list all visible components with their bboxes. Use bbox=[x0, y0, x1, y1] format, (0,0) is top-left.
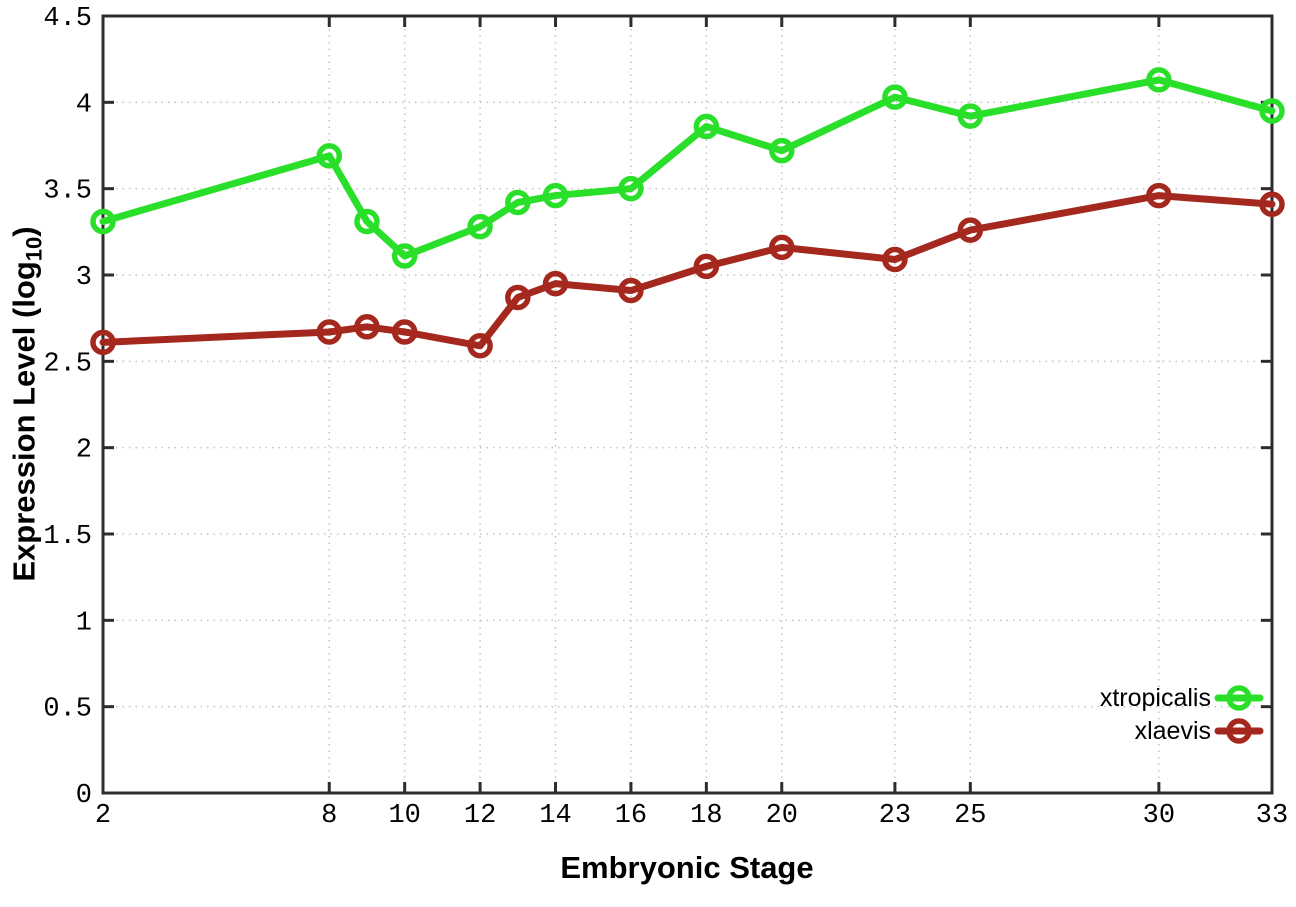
y-tick-label: 1.5 bbox=[43, 522, 92, 552]
data-point-xlaevis bbox=[90, 329, 116, 356]
series-line-xtropicalis bbox=[99, 76, 1276, 260]
data-point-xtropicalis bbox=[1259, 98, 1285, 124]
data-point-xtropicalis bbox=[542, 182, 569, 209]
y-axis-title-subscript: 10 bbox=[21, 236, 47, 262]
data-point-xlaevis bbox=[769, 234, 795, 261]
data-point-xtropicalis bbox=[618, 175, 644, 202]
y-tick-label: 4 bbox=[76, 90, 92, 120]
data-point-xtropicalis bbox=[505, 189, 531, 216]
legend-marker-xtropicalis bbox=[1226, 685, 1252, 711]
x-axis-title: Embryonic Stage bbox=[560, 850, 814, 885]
x-tick-label: 30 bbox=[1143, 801, 1175, 831]
data-point-xlaevis bbox=[1146, 182, 1172, 209]
y-tick-label: 2.5 bbox=[43, 349, 92, 379]
data-point-xtropicalis bbox=[1146, 67, 1172, 93]
data-point-xlaevis bbox=[882, 246, 908, 273]
y-tick-label: 3 bbox=[76, 263, 92, 293]
data-point-xtropicalis bbox=[354, 208, 380, 235]
legend-label-xlaevis: xlaevis bbox=[1135, 717, 1211, 745]
y-axis-title: Expression Level (log10) bbox=[6, 226, 47, 581]
y-tick-label: 1 bbox=[76, 608, 92, 638]
x-tick-label: 16 bbox=[615, 801, 647, 831]
data-point-xtropicalis bbox=[693, 113, 720, 140]
data-point-xlaevis bbox=[693, 253, 720, 280]
legend-marker-xlaevis bbox=[1226, 718, 1252, 744]
data-point-xlaevis bbox=[542, 270, 569, 297]
data-point-xtropicalis bbox=[391, 243, 418, 269]
data-point-xtropicalis bbox=[467, 213, 493, 240]
x-tick-label: 2 bbox=[95, 801, 111, 831]
y-tick-label: 3.5 bbox=[43, 177, 92, 207]
y-tick-label: 2 bbox=[76, 436, 92, 466]
series-line-xlaevis bbox=[99, 192, 1276, 350]
data-point-xtropicalis bbox=[90, 208, 116, 235]
data-point-xtropicalis bbox=[882, 84, 908, 110]
x-tick-label: 23 bbox=[879, 801, 911, 831]
y-axis-title-close: ) bbox=[6, 226, 42, 237]
data-point-xlaevis bbox=[354, 314, 380, 340]
data-point-xlaevis bbox=[316, 319, 343, 345]
y-axis-title-text: Expression Level (log bbox=[6, 261, 42, 582]
x-tick-label: 33 bbox=[1256, 801, 1288, 831]
x-tick-label: 12 bbox=[464, 801, 496, 831]
data-point-xtropicalis bbox=[769, 137, 795, 164]
y-tick-label: 0.5 bbox=[43, 695, 92, 725]
x-tick-label: 18 bbox=[690, 801, 722, 831]
data-point-xtropicalis bbox=[957, 103, 984, 129]
data-point-xtropicalis bbox=[316, 143, 343, 169]
data-point-xlaevis bbox=[391, 319, 418, 345]
x-tick-label: 14 bbox=[539, 801, 571, 831]
data-point-xlaevis bbox=[467, 333, 493, 359]
y-tick-label: 4.5 bbox=[43, 4, 92, 34]
legend-label-xtropicalis: xtropicalis bbox=[1100, 684, 1211, 712]
plot-border bbox=[101, 14, 1274, 795]
x-tick-label: 8 bbox=[321, 801, 337, 831]
x-tick-label: 25 bbox=[954, 801, 986, 831]
x-tick-label: 20 bbox=[766, 801, 798, 831]
data-point-xlaevis bbox=[1259, 191, 1285, 217]
data-point-xlaevis bbox=[957, 217, 984, 243]
x-tick-label: 10 bbox=[388, 801, 420, 831]
y-tick-label: 0 bbox=[76, 781, 92, 811]
data-point-xlaevis bbox=[505, 284, 531, 311]
data-point-xlaevis bbox=[618, 277, 644, 304]
